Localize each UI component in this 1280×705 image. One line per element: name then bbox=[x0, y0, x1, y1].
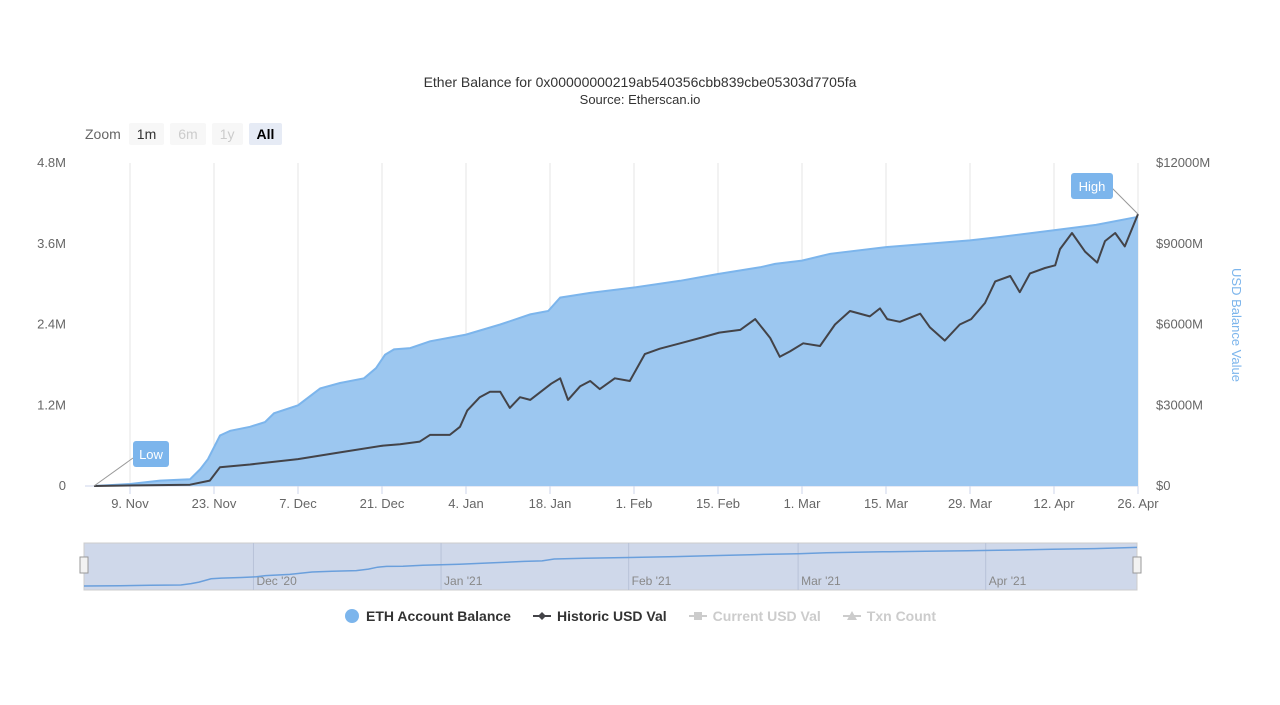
y-left-tick-label: 2.4M bbox=[37, 317, 66, 332]
navigator-label: Mar '21 bbox=[801, 574, 841, 588]
low-callout-line bbox=[93, 457, 134, 487]
legend-current-usd[interactable]: Current USD Val bbox=[688, 608, 821, 624]
navigator-series-line bbox=[83, 546, 1138, 587]
zoom-all-button[interactable]: All bbox=[248, 123, 283, 145]
zoom-label: Zoom bbox=[85, 126, 121, 142]
navigator-label: Jan '21 bbox=[444, 574, 483, 588]
zoom-1y-button: 1y bbox=[211, 123, 243, 145]
line-triangle-icon bbox=[842, 611, 861, 620]
y-right-tick-label: $12000M bbox=[1156, 155, 1210, 170]
y-left-tick-label: 1.2M bbox=[37, 397, 66, 412]
x-tick-label: 4. Jan bbox=[448, 496, 483, 511]
legend-historic-usd[interactable]: Historic USD Val bbox=[532, 608, 667, 624]
x-tick-label: 23. Nov bbox=[192, 496, 237, 511]
y-left-tick-label: 0 bbox=[59, 478, 66, 493]
x-tick-label: 9. Nov bbox=[111, 496, 149, 511]
eth-balance-area bbox=[94, 216, 1138, 487]
x-tick-label: 12. Apr bbox=[1033, 496, 1075, 511]
y-right-tick-label: $3000M bbox=[1156, 397, 1203, 412]
x-tick-label: 1. Mar bbox=[784, 496, 822, 511]
high-label-box bbox=[1071, 173, 1113, 199]
eth-balance-line bbox=[93, 215, 1139, 487]
navigator-label: Dec '20 bbox=[256, 574, 297, 588]
navigator-label: Feb '21 bbox=[632, 574, 672, 588]
zoom-6m-button: 6m bbox=[170, 123, 206, 145]
legend-txn-count[interactable]: Txn Count bbox=[842, 608, 937, 624]
legend: ETH Account Balance Historic USD Val Cur… bbox=[0, 608, 1280, 624]
line-square-icon bbox=[688, 612, 707, 620]
high-label: High bbox=[1079, 179, 1106, 194]
y-left-tick-label: 3.6M bbox=[37, 236, 66, 251]
low-label-box bbox=[133, 441, 169, 467]
legend-label: ETH Account Balance bbox=[365, 608, 511, 624]
y-right-axis-title: USD Balance Value bbox=[1229, 268, 1244, 382]
y-right-tick-label: $6000M bbox=[1156, 317, 1203, 332]
zoom-selector: Zoom 1m 6m 1y All bbox=[85, 123, 283, 145]
circle-icon bbox=[344, 609, 359, 623]
legend-label: Historic USD Val bbox=[556, 608, 667, 624]
chart-subtitle: Source: Etherscan.io bbox=[579, 92, 701, 107]
low-label: Low bbox=[139, 447, 163, 462]
legend-label: Current USD Val bbox=[712, 608, 821, 624]
high-callout-line bbox=[1111, 187, 1139, 215]
navigator-left-handle[interactable] bbox=[79, 556, 89, 574]
navigator-right-handle[interactable] bbox=[1132, 556, 1142, 574]
x-tick-label: 26. Apr bbox=[1117, 496, 1159, 511]
x-tick-label: 21. Dec bbox=[360, 496, 405, 511]
x-tick-label: 1. Feb bbox=[616, 496, 653, 511]
x-tick-label: 18. Jan bbox=[529, 496, 572, 511]
line-diamond-icon bbox=[532, 612, 551, 620]
legend-label: Txn Count bbox=[866, 608, 937, 624]
historic-usd-line bbox=[93, 213, 1139, 487]
legend-eth-balance[interactable]: ETH Account Balance bbox=[344, 608, 511, 624]
zoom-1m-button[interactable]: 1m bbox=[128, 123, 165, 145]
navigator-label: Apr '21 bbox=[989, 574, 1027, 588]
x-tick-label: 29. Mar bbox=[948, 496, 993, 511]
y-right-tick-label: $0 bbox=[1156, 478, 1170, 493]
x-tick-label: 15. Mar bbox=[864, 496, 909, 511]
chart-title: Ether Balance for 0x00000000219ab540356c… bbox=[423, 74, 857, 90]
x-tick-label: 7. Dec bbox=[279, 496, 317, 511]
y-left-tick-label: 4.8M bbox=[37, 155, 66, 170]
x-tick-label: 15. Feb bbox=[696, 496, 740, 511]
y-right-tick-label: $9000M bbox=[1156, 236, 1203, 251]
